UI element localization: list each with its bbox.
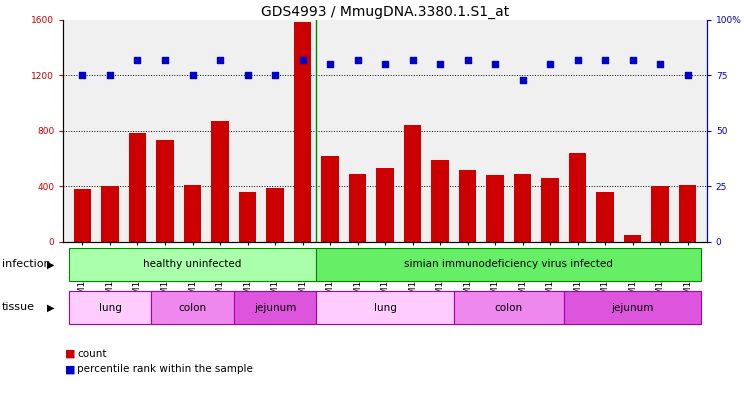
Text: percentile rank within the sample: percentile rank within the sample (77, 364, 253, 375)
Text: lung: lung (373, 303, 397, 312)
Bar (596, 192, 614, 242)
Title: GDS4993 / MmugDNA.3380.1.S1_at: GDS4993 / MmugDNA.3380.1.S1_at (261, 5, 509, 18)
Point (242, 72, 254, 78)
Point (406, 57, 418, 63)
Point (132, 57, 144, 63)
Point (77, 72, 89, 78)
Text: ■: ■ (65, 349, 76, 359)
Bar (513, 174, 531, 242)
Point (324, 61, 336, 67)
Point (489, 61, 501, 67)
Bar (321, 156, 339, 242)
Point (297, 57, 309, 63)
Text: lung: lung (98, 303, 121, 312)
Point (352, 57, 364, 63)
Bar (623, 235, 641, 242)
Point (544, 61, 556, 67)
Text: jejunum: jejunum (254, 303, 296, 312)
Text: tissue: tissue (2, 302, 35, 312)
Bar (486, 175, 504, 242)
Point (159, 57, 171, 63)
Text: count: count (77, 349, 107, 359)
Bar (294, 22, 312, 242)
Bar (651, 186, 669, 242)
Bar (564, 291, 702, 324)
Point (599, 57, 611, 63)
Point (214, 57, 226, 63)
Bar (316, 291, 454, 324)
Bar (541, 178, 559, 242)
Text: colon: colon (495, 303, 523, 312)
Bar (679, 185, 696, 242)
Bar (101, 186, 119, 242)
Text: jejunum: jejunum (612, 303, 654, 312)
Bar (184, 185, 202, 242)
Text: ■: ■ (65, 364, 76, 375)
Bar (431, 160, 449, 242)
Point (516, 77, 528, 83)
Point (571, 57, 583, 63)
Bar (454, 291, 564, 324)
Text: healthy uninfected: healthy uninfected (144, 259, 242, 269)
Bar (316, 248, 702, 281)
Bar (234, 291, 316, 324)
Text: infection: infection (2, 259, 51, 270)
Bar (266, 187, 284, 242)
Point (187, 72, 199, 78)
Point (682, 72, 693, 78)
Text: ▶: ▶ (47, 302, 54, 312)
Bar (74, 189, 92, 242)
Bar (129, 134, 147, 242)
Point (434, 61, 446, 67)
Point (379, 61, 391, 67)
Point (626, 57, 638, 63)
Bar (349, 174, 367, 242)
Text: simian immunodeficiency virus infected: simian immunodeficiency virus infected (404, 259, 613, 269)
Bar (211, 121, 229, 242)
Bar (568, 153, 586, 242)
Text: ▶: ▶ (47, 259, 54, 270)
Bar (151, 291, 234, 324)
Bar (376, 168, 394, 242)
Bar (156, 140, 174, 242)
Point (461, 57, 473, 63)
Point (269, 72, 281, 78)
Point (654, 61, 666, 67)
Bar (68, 248, 316, 281)
Bar (68, 291, 151, 324)
Bar (239, 192, 257, 242)
Bar (458, 169, 476, 242)
Bar (403, 125, 421, 242)
Text: colon: colon (179, 303, 207, 312)
Point (104, 72, 116, 78)
